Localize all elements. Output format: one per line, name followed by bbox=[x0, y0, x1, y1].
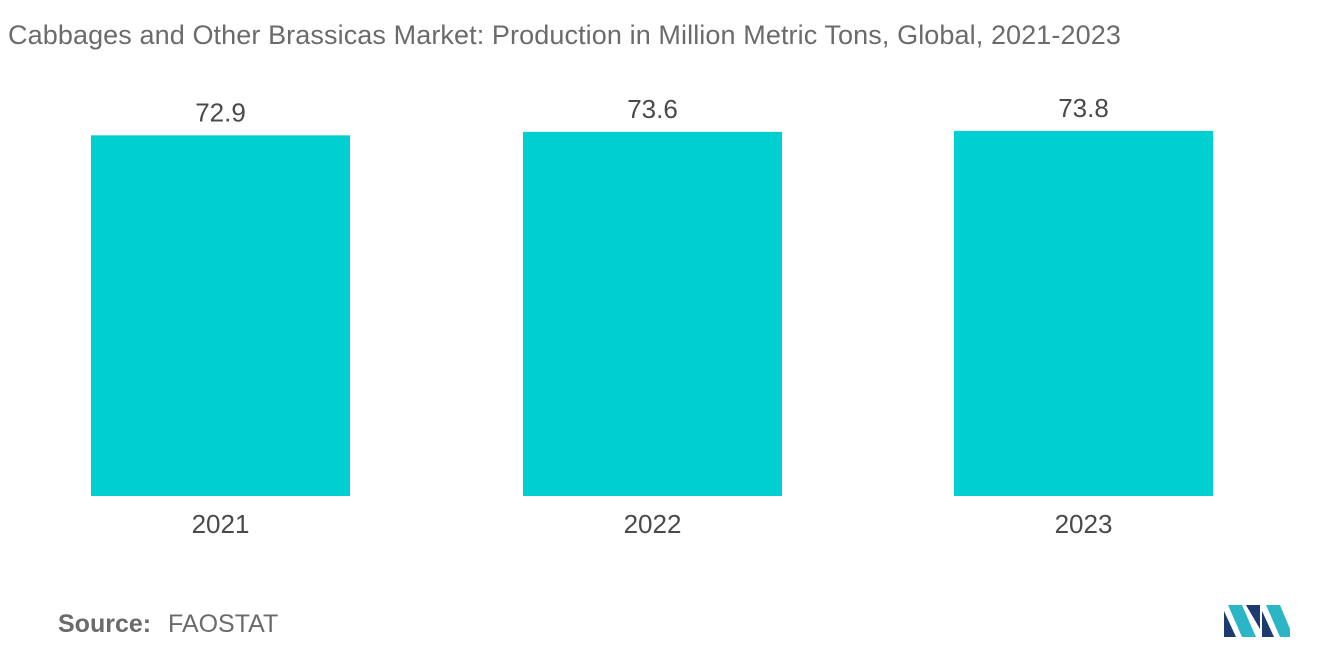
bar-2023 bbox=[954, 130, 1213, 496]
bar-value-label: 73.6 bbox=[627, 94, 678, 124]
source-value: FAOSTAT bbox=[168, 610, 279, 638]
source-note: Source: FAOSTAT bbox=[58, 610, 278, 639]
x-tick-label: 2023 bbox=[1055, 509, 1113, 539]
x-tick-label: 2022 bbox=[624, 509, 682, 539]
chart-title: Cabbages and Other Brassicas Market: Pro… bbox=[8, 20, 1121, 50]
bar-2022 bbox=[523, 131, 782, 496]
source-label: Source: bbox=[58, 610, 152, 638]
bar-value-label: 73.8 bbox=[1058, 93, 1109, 123]
mordor-intelligence-logo bbox=[1224, 605, 1290, 637]
bar-value-label: 72.9 bbox=[195, 97, 246, 127]
bar-2021 bbox=[91, 135, 350, 496]
x-tick-label: 2021 bbox=[192, 509, 250, 539]
